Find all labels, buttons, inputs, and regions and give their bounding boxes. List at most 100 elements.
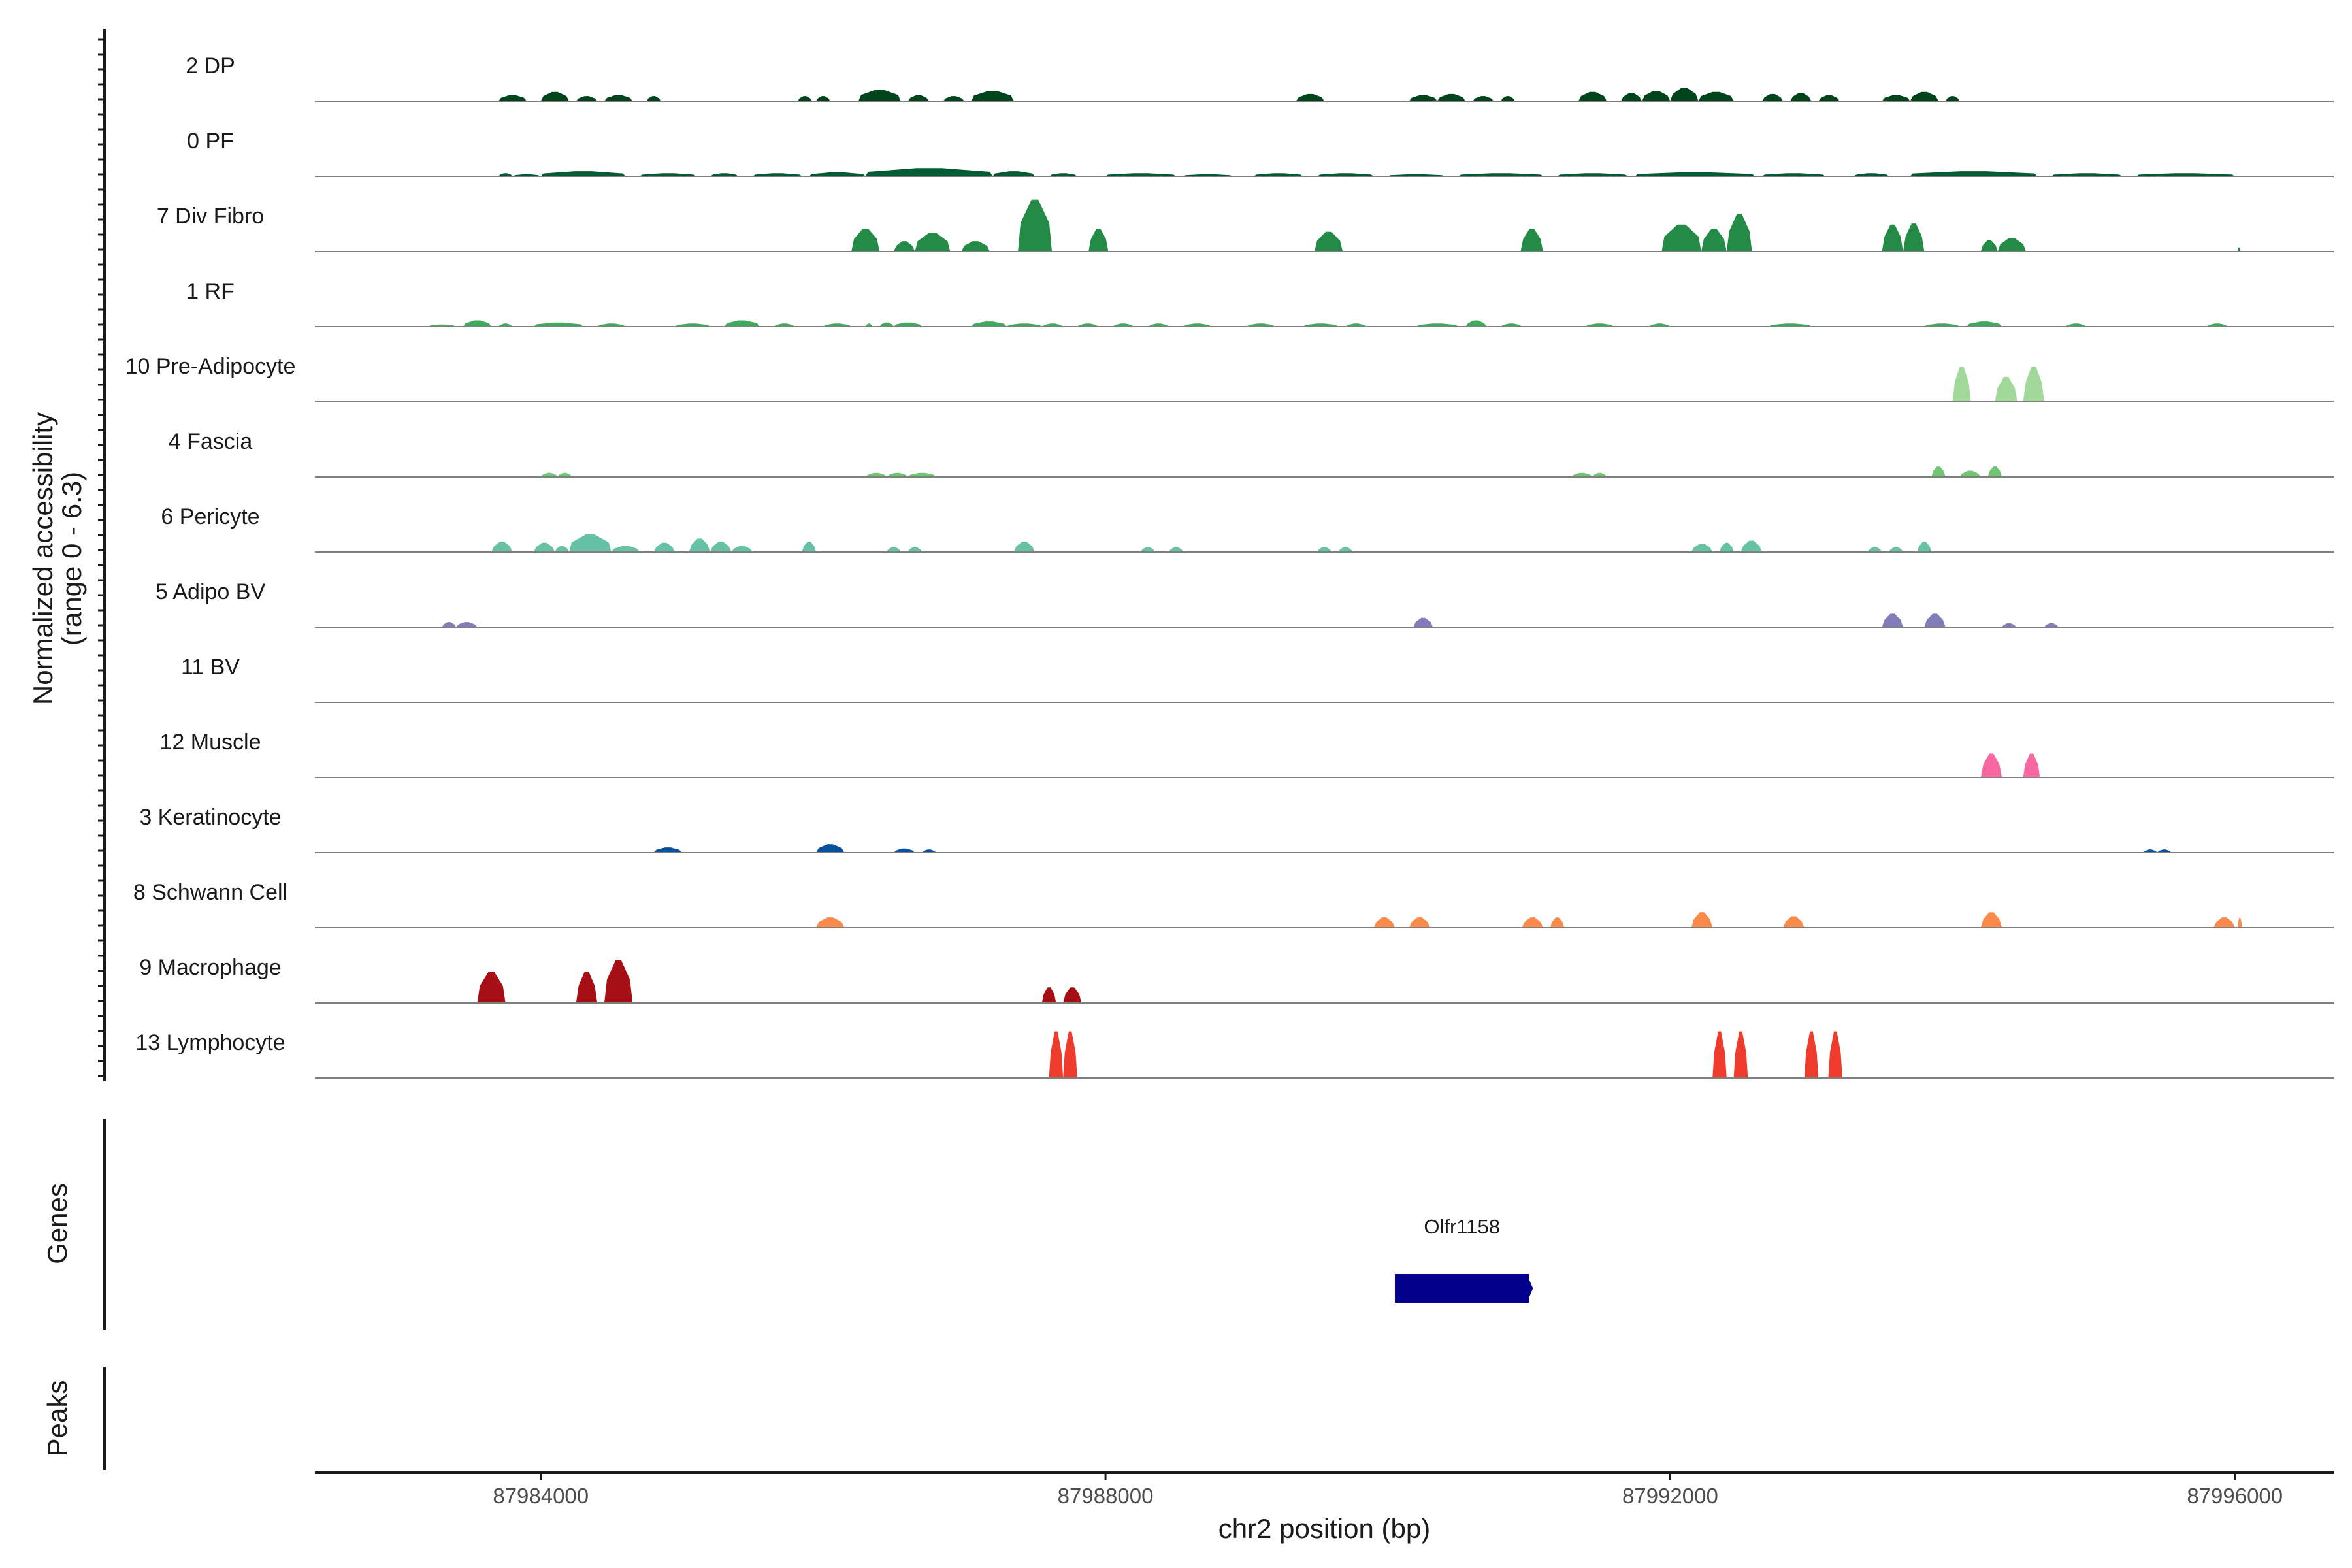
y-axis-title-line2: (range 0 - 6.3) <box>56 472 87 645</box>
coverage-peak <box>879 322 894 327</box>
coverage-peak <box>555 546 569 552</box>
coverage-peak <box>1317 173 1374 176</box>
coverage-peak <box>1642 91 1671 101</box>
coverage-peak <box>1790 93 1812 101</box>
coverage-peak <box>752 173 802 176</box>
coverage-peak <box>798 96 812 101</box>
coverage-peak <box>2044 623 2059 627</box>
coverage-peak <box>1720 542 1734 552</box>
coverage-peak <box>1413 617 1433 627</box>
coverage-peak <box>992 171 1035 176</box>
coverage-peak <box>1761 173 1826 176</box>
coverage-peak <box>2136 173 2235 176</box>
coverage-peak <box>1889 547 1903 552</box>
coverage-peak <box>1338 547 1353 552</box>
x-axis: 87984000 87988000 87992000 87996000 <box>315 1471 2334 1508</box>
peaks-panel: Peaks <box>42 1367 106 1470</box>
coverage-peak <box>1585 323 1614 327</box>
coverage-peak <box>540 91 569 101</box>
track-label: 1 RF <box>186 279 235 304</box>
coverage-peak <box>971 321 1007 327</box>
coverage-peak <box>1296 93 1324 101</box>
coverage-peak <box>2206 323 2228 327</box>
track-label: 5 Adipo BV <box>155 580 266 604</box>
coverage-peak <box>2023 367 2044 402</box>
coverage-peak <box>533 322 583 327</box>
coverage-peak <box>1472 96 1494 101</box>
track-label: 4 Fascia <box>169 429 253 454</box>
coverage-tracks: 2 DP 0 PF 7 Div Fibro 1 RF 10 Pre-Adipocyte 4… <box>125 54 2334 1079</box>
coverage-peak <box>1959 470 1981 477</box>
coverage-peak <box>1701 229 1727 252</box>
coverage-peak <box>1501 323 1522 327</box>
track-10: 12 Muscle <box>160 730 2334 778</box>
coverage-peak <box>1254 173 1303 176</box>
coverage-peak <box>1522 917 1543 928</box>
track-13: 9 Macrophage <box>139 955 2334 1004</box>
coverage-peak <box>1550 917 1565 928</box>
accessibility-axis-ticks <box>98 38 105 1077</box>
x-tick-label: 87984000 <box>493 1484 589 1508</box>
coverage-peak <box>1997 238 2026 252</box>
coverage-peak <box>1931 466 1946 477</box>
coverage-peak <box>1783 916 1805 928</box>
coverage-peak <box>540 171 626 176</box>
coverage-peak <box>816 844 845 853</box>
coverage-peak <box>1578 91 1607 101</box>
coverage-peak <box>1437 93 1466 101</box>
coverage-peak <box>907 547 923 552</box>
coverage-peak <box>907 472 936 477</box>
coverage-peak <box>809 172 866 176</box>
coverage-peak <box>1882 95 1910 101</box>
coverage-peak <box>893 848 915 853</box>
coverage-peak <box>816 917 845 928</box>
track-label: 8 Schwann Cell <box>133 880 287 905</box>
coverage-peak <box>1303 323 1339 327</box>
coverage-peak <box>1910 171 2038 176</box>
accessibility-axis <box>98 29 106 1081</box>
coverage-peak <box>1077 323 1099 327</box>
coverage-peak <box>557 472 572 477</box>
track-label: 9 Macrophage <box>139 955 281 980</box>
coverage-peak <box>823 323 852 327</box>
coverage-peak <box>774 323 795 327</box>
track-3: 7 Div Fibro <box>157 199 2334 252</box>
coverage-peak <box>456 622 478 627</box>
track-2: 0 PF <box>187 129 2334 177</box>
coverage-peak <box>2157 849 2172 853</box>
coverage-peak <box>498 173 513 176</box>
gene-annotations: Olfr1158 <box>1395 1215 1533 1303</box>
coverage-peak <box>498 95 527 101</box>
coverage-peak <box>887 472 908 477</box>
coverage-peak <box>1987 466 2002 477</box>
coverage-peak <box>1063 1031 1077 1078</box>
gene-strand-arrow <box>1529 1279 1533 1298</box>
coverage-peak <box>1740 540 1762 552</box>
coverage-peak <box>2143 849 2157 853</box>
coverage-peak <box>1828 1031 1842 1078</box>
coverage-peak <box>1112 323 1134 327</box>
coverage-peak <box>533 542 555 552</box>
peaks-panel-title: Peaks <box>42 1380 73 1457</box>
x-axis-title: chr2 position (bp) <box>1218 1513 1431 1544</box>
coverage-peak <box>1670 88 1699 101</box>
coverage-peak <box>1945 96 1960 101</box>
coverage-peak <box>710 542 732 552</box>
coverage-peak <box>1247 323 1275 327</box>
coverage-peak <box>1818 95 1840 101</box>
coverage-peak <box>1620 93 1642 101</box>
track-9: 11 BV <box>181 655 2334 703</box>
coverage-peak <box>2213 917 2235 928</box>
coverage-peak <box>893 241 915 252</box>
coverage-peak <box>961 241 990 252</box>
coverage-peak <box>1924 613 1946 627</box>
coverage-peak <box>540 472 558 477</box>
coverage-peak <box>675 323 710 327</box>
coverage-peak <box>1967 321 2002 327</box>
coverage-peak <box>865 168 993 176</box>
coverage-peak <box>1980 240 1998 252</box>
genes-panel-title: Genes <box>42 1183 73 1264</box>
coverage-peak <box>611 546 640 552</box>
